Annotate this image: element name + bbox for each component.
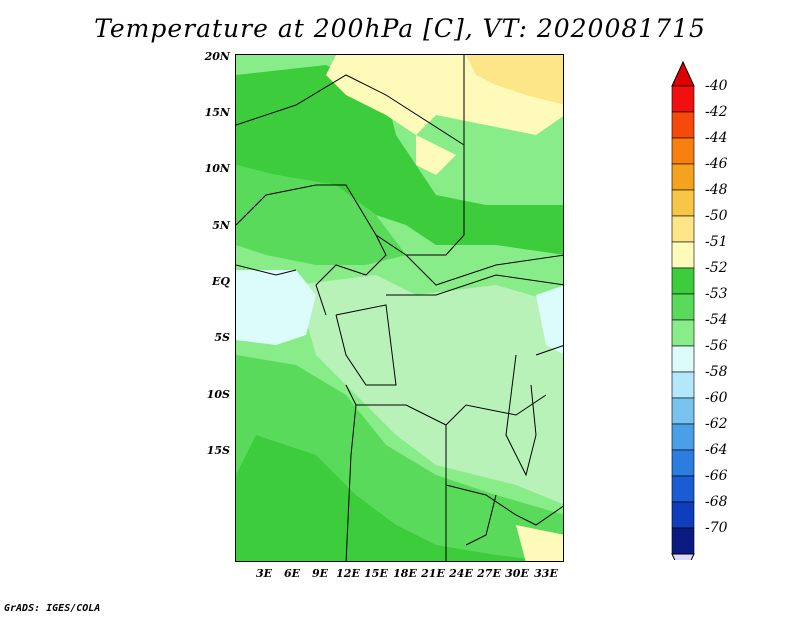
legend-label: -68 — [705, 494, 728, 510]
field-54-pale — [296, 275, 563, 505]
legend-label: -54 — [705, 312, 728, 328]
x-tick-label: 3E — [255, 567, 273, 580]
footer-credit: GrADS: IGES/COLA — [4, 603, 101, 614]
legend-label: -46 — [705, 156, 728, 172]
colorbar-swatch — [671, 241, 695, 269]
legend-label: -60 — [705, 390, 728, 406]
colorbar-swatch — [671, 371, 695, 399]
y-tick-label: 10S — [206, 388, 230, 401]
legend-label: -48 — [705, 182, 728, 198]
x-tick-label: 21E — [421, 567, 445, 580]
map-panel — [235, 54, 564, 562]
field-51-patch — [416, 135, 456, 175]
field-51-south — [516, 525, 563, 561]
colorbar-swatch — [671, 111, 695, 139]
x-tick-label: 6E — [283, 567, 301, 580]
colorbar-swatch — [671, 449, 695, 477]
y-tick-label: 5S — [214, 331, 230, 344]
colorbar — [671, 60, 695, 560]
field-50-warm — [466, 55, 563, 105]
x-tick-label: 12E — [336, 567, 360, 580]
x-tick-label: 18E — [393, 567, 417, 580]
legend-label: -58 — [705, 364, 728, 380]
temperature-field — [236, 55, 563, 561]
legend-label: -51 — [705, 234, 728, 250]
colorbar-swatch — [671, 423, 695, 451]
colorbar-swatch — [671, 267, 695, 295]
field-52-north — [236, 65, 563, 255]
field-52-south-dark — [236, 435, 548, 561]
legend-label: -53 — [705, 286, 728, 302]
colorbar-swatch — [671, 215, 695, 243]
colorbar-swatch — [671, 527, 695, 555]
legend-label: -44 — [705, 130, 728, 146]
y-tick-label: EQ — [212, 275, 230, 288]
field-54-cyan-east — [536, 285, 563, 354]
x-tick-label: 9E — [311, 567, 329, 580]
x-tick-label: 27E — [477, 567, 501, 580]
legend-label: -66 — [705, 468, 728, 484]
colorbar-swatch — [671, 189, 695, 217]
legend-label: -50 — [705, 208, 728, 224]
field-52-band — [236, 165, 406, 265]
legend-label: -40 — [705, 78, 728, 94]
colorbar-swatch — [671, 345, 695, 373]
y-tick-label: 15S — [206, 444, 230, 457]
colorbar-swatch — [671, 163, 695, 191]
y-tick-label: 20N — [204, 50, 230, 63]
x-tick-label: 15E — [364, 567, 388, 580]
x-tick-label: 24E — [449, 567, 473, 580]
colorbar-swatch — [671, 501, 695, 529]
y-tick-label: 5N — [212, 219, 230, 232]
y-tick-label: 15N — [204, 106, 230, 119]
x-tick-label: 33E — [534, 567, 558, 580]
country-borders — [236, 55, 563, 561]
field-54-cyan-west — [236, 270, 316, 345]
colorbar-top-arrow — [671, 60, 695, 87]
legend-label: -52 — [705, 260, 728, 276]
colorbar-swatch — [671, 319, 695, 347]
y-tick-label: 10N — [204, 162, 230, 175]
colorbar-swatch — [671, 475, 695, 503]
legend-label: -62 — [705, 416, 728, 432]
legend-label: -64 — [705, 442, 728, 458]
legend-label: -70 — [705, 520, 728, 536]
legend-label: -56 — [705, 338, 728, 354]
colorbar-swatch — [671, 85, 695, 113]
colorbar-swatch — [671, 397, 695, 425]
map-title: Temperature at 200hPa [C], VT: 202008171… — [94, 14, 706, 43]
colorbar-swatch — [671, 293, 695, 321]
legend-label: -42 — [705, 104, 728, 120]
colorbar-bottom-arrow — [671, 553, 695, 560]
x-tick-label: 30E — [505, 567, 529, 580]
colorbar-swatch — [671, 137, 695, 165]
